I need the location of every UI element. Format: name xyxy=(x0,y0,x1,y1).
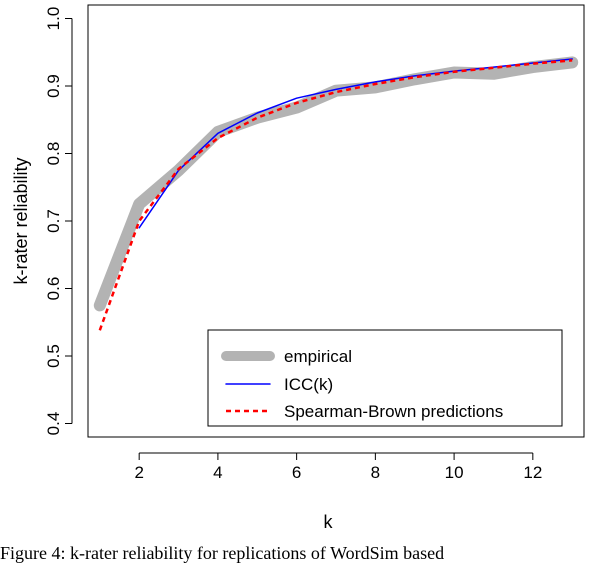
y-tick-label: 0.4 xyxy=(44,412,63,436)
y-tick-label: 0.7 xyxy=(44,209,63,233)
series-line-1 xyxy=(93,56,579,312)
x-tick-label: 8 xyxy=(371,463,380,482)
y-axis: 0.4 0.5 0.6 0.7 0.8 0.9 1.0 xyxy=(44,7,73,436)
x-tick-label: 2 xyxy=(134,463,143,482)
figure-caption: Figure 4: k-rater reliability for replic… xyxy=(0,543,445,563)
legend-label-2: ICC(k) xyxy=(284,375,333,394)
x-axis: 2 4 6 8 10 12 xyxy=(134,452,542,482)
y-tick-label: 0.8 xyxy=(44,142,63,166)
x-tick-label: 10 xyxy=(445,463,464,482)
series-layer xyxy=(93,56,579,331)
chart: 0.4 0.5 0.6 0.7 0.8 0.9 1.0 2 4 6 8 10 12 empirical… xyxy=(11,4,585,532)
x-tick-label: 12 xyxy=(523,463,542,482)
y-tick-label: 1.0 xyxy=(44,7,63,31)
y-axis-label: k-rater reliability xyxy=(11,157,31,284)
plot-frame xyxy=(87,4,585,438)
x-tick-label: 4 xyxy=(213,463,222,482)
y-tick-label: 0.9 xyxy=(44,74,63,98)
x-axis-label: k xyxy=(324,512,334,532)
legend-label-3: Spearman-Brown predictions xyxy=(284,402,503,421)
x-tick-label: 6 xyxy=(292,463,301,482)
legend-label-1: empirical xyxy=(284,347,352,366)
y-tick-label: 0.6 xyxy=(44,277,63,301)
series-line-3 xyxy=(98,59,573,331)
legend: empirical ICC(k) Spearman-Brown prediction… xyxy=(207,329,563,427)
y-tick-label: 0.5 xyxy=(44,344,63,368)
